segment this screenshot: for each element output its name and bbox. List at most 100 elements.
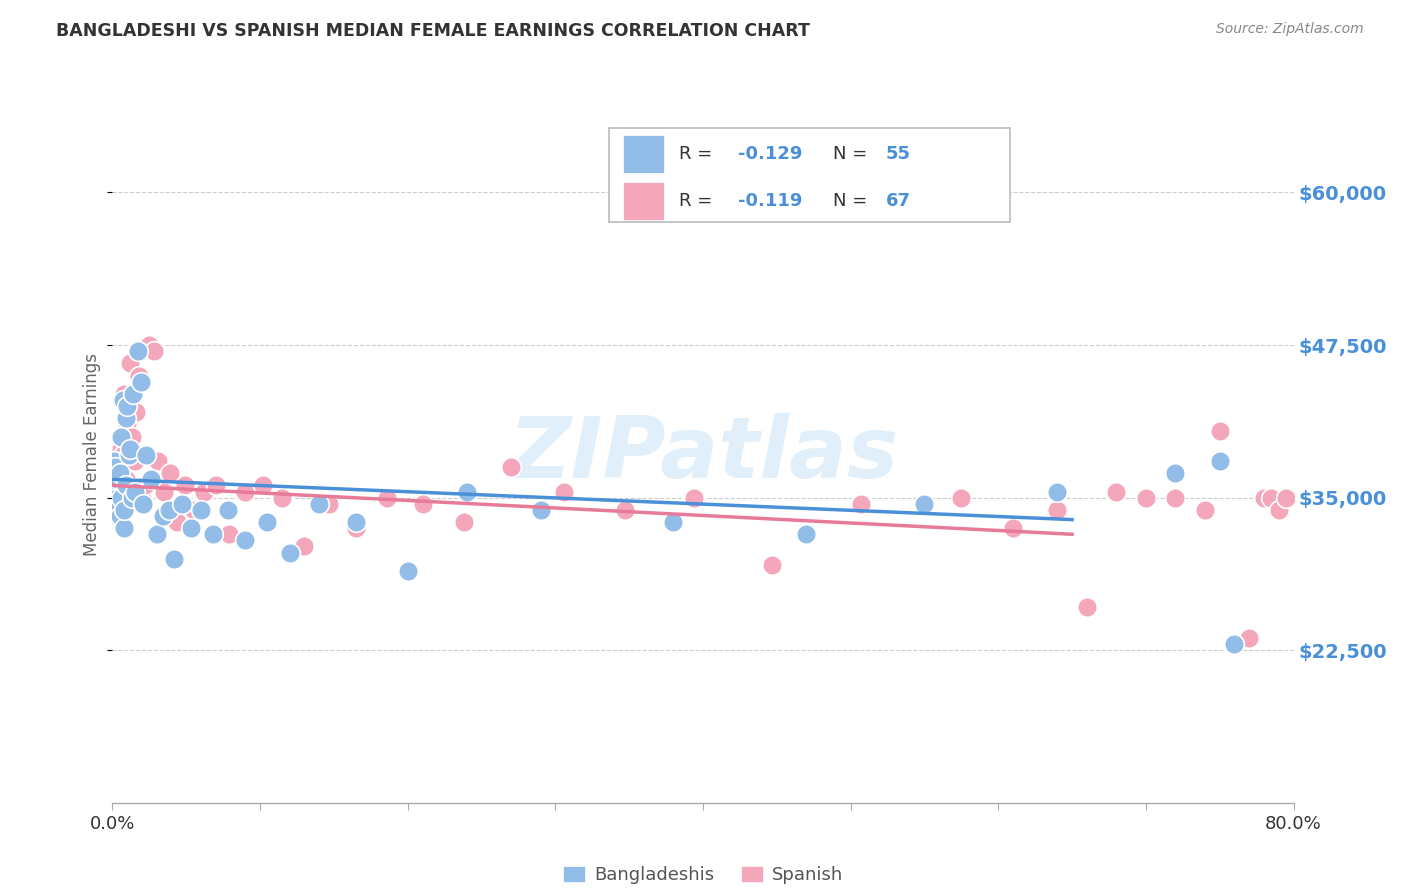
Point bbox=[110, 429, 132, 443]
Point bbox=[153, 484, 176, 499]
Point bbox=[173, 478, 195, 492]
Point bbox=[120, 442, 142, 456]
Point bbox=[107, 460, 129, 475]
Point bbox=[104, 467, 127, 481]
Point bbox=[131, 491, 153, 505]
Point bbox=[157, 503, 180, 517]
Point bbox=[121, 429, 143, 443]
Text: N =: N = bbox=[832, 192, 873, 210]
Point bbox=[134, 478, 156, 492]
Point bbox=[105, 497, 128, 511]
Point bbox=[152, 508, 174, 523]
Point bbox=[453, 515, 475, 529]
Point bbox=[1135, 491, 1157, 505]
Point bbox=[148, 454, 170, 468]
Point bbox=[662, 515, 685, 529]
Point bbox=[107, 497, 129, 511]
Text: R =: R = bbox=[679, 145, 718, 162]
Point bbox=[1194, 503, 1216, 517]
Point bbox=[120, 356, 142, 370]
Point bbox=[683, 491, 706, 505]
Point bbox=[142, 344, 165, 359]
Point bbox=[218, 527, 240, 541]
Point bbox=[292, 540, 315, 554]
Point bbox=[1046, 503, 1069, 517]
Point bbox=[105, 478, 128, 492]
Point bbox=[1076, 600, 1098, 615]
Point bbox=[159, 467, 181, 481]
Point bbox=[114, 411, 136, 425]
Point bbox=[107, 454, 129, 468]
Point bbox=[1208, 454, 1232, 468]
Point bbox=[1223, 637, 1246, 651]
Point bbox=[132, 497, 155, 511]
Point bbox=[114, 478, 136, 492]
Point bbox=[108, 467, 131, 481]
FancyBboxPatch shape bbox=[609, 128, 1010, 222]
Point bbox=[278, 545, 301, 559]
Point bbox=[103, 454, 125, 468]
Point bbox=[117, 417, 138, 432]
Point bbox=[411, 497, 433, 511]
Point bbox=[1046, 484, 1069, 499]
Point bbox=[128, 368, 150, 383]
Point bbox=[1223, 637, 1246, 651]
Point bbox=[138, 338, 160, 352]
Point bbox=[1001, 521, 1024, 535]
Point bbox=[233, 484, 256, 499]
Point bbox=[180, 521, 202, 535]
Point bbox=[103, 484, 125, 499]
Point bbox=[318, 497, 340, 511]
FancyBboxPatch shape bbox=[623, 135, 664, 173]
Point bbox=[501, 460, 523, 475]
Point bbox=[122, 387, 145, 401]
Point bbox=[193, 484, 215, 499]
Point bbox=[163, 551, 186, 566]
Point bbox=[105, 472, 128, 486]
Point bbox=[1164, 467, 1187, 481]
Point bbox=[112, 503, 135, 517]
Point bbox=[108, 508, 131, 523]
Point bbox=[105, 491, 128, 505]
Point bbox=[183, 503, 205, 517]
Point bbox=[1105, 484, 1128, 499]
Point bbox=[1268, 503, 1291, 517]
Point bbox=[110, 442, 132, 456]
Point bbox=[1239, 631, 1261, 645]
Point bbox=[121, 491, 143, 505]
Text: R =: R = bbox=[679, 192, 718, 210]
Point bbox=[111, 392, 134, 407]
Point bbox=[271, 491, 294, 505]
Point bbox=[190, 503, 212, 517]
Point bbox=[217, 503, 239, 517]
Text: ZIPatlas: ZIPatlas bbox=[508, 413, 898, 497]
Point bbox=[914, 497, 936, 511]
Legend: Bangladeshis, Spanish: Bangladeshis, Spanish bbox=[555, 858, 851, 891]
Point bbox=[110, 508, 132, 523]
Point bbox=[233, 533, 256, 548]
Point bbox=[170, 497, 193, 511]
Point bbox=[110, 491, 132, 505]
Point bbox=[108, 503, 131, 517]
Point bbox=[139, 472, 162, 486]
FancyBboxPatch shape bbox=[623, 182, 664, 219]
Point bbox=[112, 387, 135, 401]
Text: 55: 55 bbox=[886, 145, 911, 162]
Point bbox=[205, 478, 228, 492]
Point bbox=[124, 454, 146, 468]
Point bbox=[104, 503, 127, 517]
Point bbox=[117, 399, 138, 413]
Point bbox=[104, 484, 127, 499]
Y-axis label: Median Female Earnings: Median Female Earnings bbox=[83, 353, 101, 557]
Text: BANGLADESHI VS SPANISH MEDIAN FEMALE EARNINGS CORRELATION CHART: BANGLADESHI VS SPANISH MEDIAN FEMALE EAR… bbox=[56, 22, 810, 40]
Point bbox=[1260, 491, 1282, 505]
Point bbox=[127, 344, 149, 359]
Point bbox=[1253, 491, 1275, 505]
Point bbox=[166, 515, 188, 529]
Point bbox=[1208, 424, 1232, 438]
Point bbox=[112, 521, 135, 535]
Point bbox=[396, 564, 419, 578]
Point bbox=[112, 467, 135, 481]
Text: -0.129: -0.129 bbox=[738, 145, 803, 162]
Point bbox=[146, 527, 169, 541]
